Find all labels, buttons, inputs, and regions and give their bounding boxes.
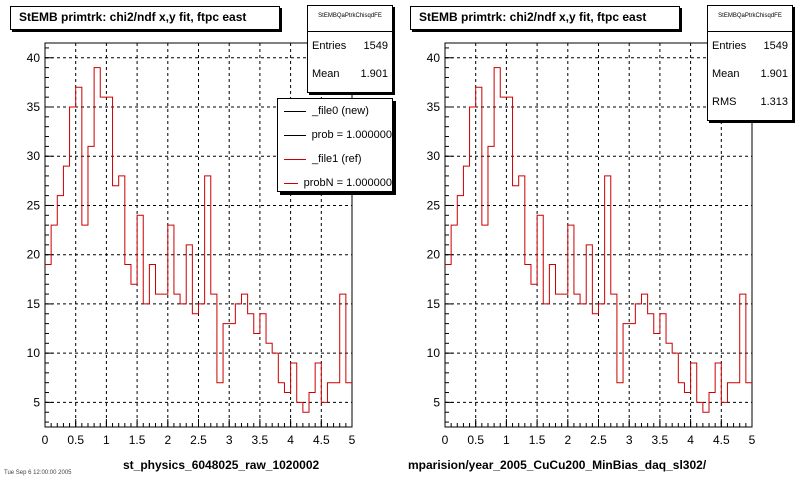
- x-tick-label: 0.5: [67, 433, 84, 447]
- y-tick-label: 10: [427, 346, 441, 360]
- y-tick-label: 20: [27, 248, 41, 262]
- x-tick-label: 2: [564, 433, 571, 447]
- legend-label-file0: _file0 (new): [312, 105, 369, 117]
- x-tick-label: 2.5: [190, 433, 207, 447]
- y-tick-label: 40: [427, 51, 441, 65]
- x-tick-label: 2: [164, 433, 171, 447]
- y-tick-label: 15: [27, 297, 41, 311]
- y-tick-label: 5: [433, 395, 440, 409]
- x-tick-label: 5: [349, 433, 356, 447]
- right-chart-title: StEMB primtrk: chi2/ndf x,y fit, ftpc ea…: [410, 6, 680, 30]
- legend-line-file0: [284, 110, 306, 112]
- y-tick-label: 35: [27, 100, 41, 114]
- left-stats-mean-label: Mean: [312, 68, 340, 80]
- x-tick-label: 4.5: [713, 433, 730, 447]
- right-stats-mean-value: 1.901: [760, 68, 788, 80]
- left-stats-entries-label: Entries: [312, 40, 347, 52]
- legend-label-prob: prob = 1.000000: [311, 129, 392, 141]
- x-tick-label: 1: [503, 433, 510, 447]
- right-stats-row-mean: Mean 1.901: [708, 60, 792, 88]
- y-tick-label: 40: [27, 51, 41, 65]
- x-tick-label: 4: [287, 433, 294, 447]
- right-x-axis-label: mparision/year_2005_CuCu200_MinBias_daq_…: [408, 458, 707, 472]
- x-tick-label: 3.5: [252, 433, 269, 447]
- left-stats-row-entries: Entries 1549: [308, 32, 392, 60]
- y-tick-label: 20: [427, 248, 441, 262]
- legend-entry-file1: _file1 (ref): [278, 147, 392, 171]
- right-stats-rms-label: RMS: [712, 96, 737, 108]
- y-tick-label: 10: [27, 346, 41, 360]
- y-tick-label: 25: [27, 198, 41, 212]
- x-tick-label: 1.5: [129, 433, 146, 447]
- x-tick-label: 4: [687, 433, 694, 447]
- right-stats-rms-value: 1.313: [760, 96, 788, 108]
- legend-entry-probn: probN = 1.000000: [278, 171, 392, 191]
- x-tick-label: 1.5: [529, 433, 546, 447]
- right-stats-mean-label: Mean: [712, 68, 740, 80]
- left-stats-mean-value: 1.901: [360, 68, 388, 80]
- x-tick-label: 0: [42, 433, 49, 447]
- right-stats-entries-value: 1549: [763, 40, 788, 52]
- y-tick-label: 35: [427, 100, 441, 114]
- x-tick-label: 4.5: [313, 433, 330, 447]
- right-stats-row-rms: RMS 1.313: [708, 88, 792, 116]
- y-tick-label: 5: [33, 395, 40, 409]
- histogram-series: [445, 67, 752, 413]
- legend-entry-file0: _file0 (new): [278, 99, 392, 123]
- right-stats-box: StEMBQaPtrkChisqdFE Entries 1549 Mean 1.…: [707, 5, 793, 121]
- y-tick-label: 30: [27, 149, 41, 163]
- y-tick-label: 15: [427, 297, 441, 311]
- left-stats-entries-value: 1549: [363, 40, 388, 52]
- right-stats-entries-label: Entries: [712, 40, 747, 52]
- left-stats-row-mean: Mean 1.901: [308, 60, 392, 88]
- right-stats-name: StEMBQaPtrkChisqdFE: [708, 6, 792, 32]
- y-tick-label: 30: [427, 149, 441, 163]
- x-tick-label: 0.5: [467, 433, 484, 447]
- histogram-series: [45, 67, 352, 413]
- footer-timestamp: Tue Sep 6 12:00:00 2005: [4, 470, 72, 476]
- left-legend-box: _file0 (new) prob = 1.000000 _file1 (ref…: [277, 98, 393, 192]
- right-stats-row-entries: Entries 1549: [708, 32, 792, 60]
- left-x-axis-label: st_physics_6048025_raw_1020002: [123, 458, 320, 472]
- left-stats-name: StEMBQaPtrkChisqdFE: [308, 6, 392, 32]
- legend-label-file1: _file1 (ref): [312, 153, 362, 165]
- legend-entry-prob: prob = 1.000000: [278, 123, 392, 147]
- legend-line-file1: [284, 158, 306, 160]
- x-tick-label: 3: [226, 433, 233, 447]
- x-tick-label: 3.5: [652, 433, 669, 447]
- x-tick-label: 1: [103, 433, 110, 447]
- legend-label-probn: probN = 1.000000: [303, 177, 392, 189]
- left-stats-box: StEMBQaPtrkChisqdFE Entries 1549 Mean 1.…: [307, 5, 393, 93]
- x-tick-label: 2.5: [590, 433, 607, 447]
- legend-line-probn: [284, 182, 298, 184]
- legend-line-prob: [284, 134, 306, 136]
- right-histogram-panel: 0 0.5 1 1.5 2 2.5 3 3.5 4 4.5 5 5 10 15 20 25 30 35 40: [427, 42, 756, 447]
- left-chart-title: StEMB primtrk: chi2/ndf x,y fit, ftpc ea…: [10, 6, 280, 30]
- x-tick-label: 0: [442, 433, 449, 447]
- x-tick-label: 5: [749, 433, 756, 447]
- x-tick-label: 3: [626, 433, 633, 447]
- y-tick-label: 25: [427, 198, 441, 212]
